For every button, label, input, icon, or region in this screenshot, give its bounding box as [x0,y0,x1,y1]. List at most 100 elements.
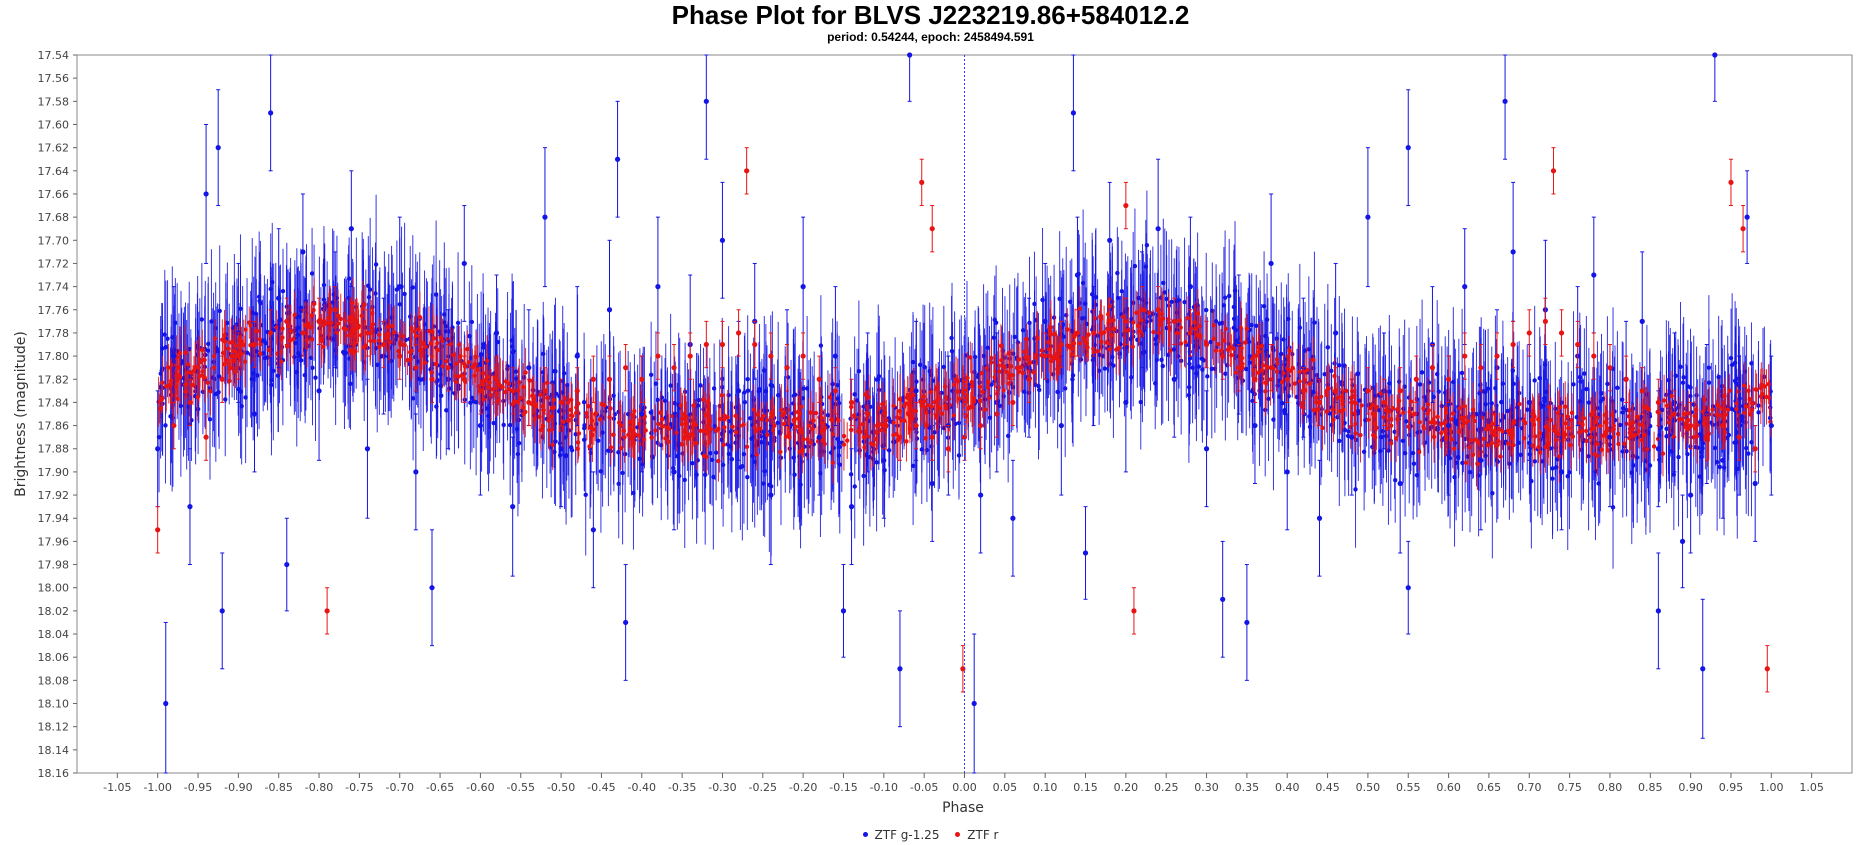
g-cloud-point [745,474,750,480]
g-cloud-point [507,422,513,428]
r-cloud-point [1463,460,1469,465]
r-cloud-point [1601,433,1606,438]
g-cloud-point [696,397,701,403]
g-cloud-point [874,460,879,465]
r-cloud-point [1563,421,1568,426]
g-cloud-point [244,350,250,355]
r-cloud-point [1563,404,1568,409]
g-cloud-point [563,453,569,459]
r-cloud-point [1105,327,1110,332]
g-cloud-point [1233,327,1238,333]
g-cloud-point [443,329,448,334]
r-cloud-point [759,416,764,422]
g-cloud-point [738,465,743,470]
g-cloud-point [676,443,681,448]
r-cloud-point [521,384,526,390]
g-cloud-point [1040,297,1045,303]
r-cloud-point [891,403,896,409]
r-cloud-point [986,395,992,401]
r-cloud-point [1077,341,1083,346]
g-cloud-point [1037,387,1042,393]
r-cloud-point [532,416,538,422]
r-cloud-point [443,358,449,364]
g-cloud-point [1266,396,1271,402]
r-cloud-point [753,428,759,434]
r-cloud-point [806,423,811,428]
r-cloud-point [1664,403,1670,408]
r-cloud-point [1627,408,1632,413]
g-cloud-point [975,374,981,380]
r-cloud-point [813,410,819,416]
r-cloud-point [1727,388,1732,393]
r-cloud-point [940,411,945,416]
r-cloud-point [1714,412,1719,417]
g-cloud-point [179,358,184,364]
g-cloud-point [600,430,605,435]
r-cloud-point [1311,357,1316,363]
g-cloud-point [997,403,1003,409]
r-cloud-point [466,359,472,365]
g-cloud-point [1500,381,1506,386]
g-cloud-point [1249,322,1254,328]
r-cloud-point [841,433,847,439]
g-cloud-point [444,408,449,413]
r-cloud-point [1130,344,1135,349]
r-cloud-point [1710,407,1715,412]
r-cloud-point [326,315,332,321]
g-cloud-point [672,400,677,406]
g-cloud-point [709,457,715,463]
g-cloud-point [468,355,473,361]
r-cloud-point [503,389,508,395]
r-cloud-point [1256,345,1261,350]
r-cloud-point [1553,437,1559,443]
r-cloud-point [360,306,366,311]
r-cloud-point [1570,434,1576,439]
r-cloud-point [211,354,217,359]
g-cloud-point [1209,366,1215,372]
r-cloud-point [1583,428,1589,434]
r-cloud-point [1464,420,1469,425]
r-cloud-point [1616,441,1621,447]
g-cloud-point [798,482,803,487]
g-cloud-point [1213,319,1219,324]
g-cloud-point [1012,334,1017,340]
g-cloud-point [1329,368,1334,374]
r-cloud-point [1225,347,1231,353]
r-cloud-point [190,382,196,388]
g-cloud-point [793,392,798,397]
r-cloud-point [352,327,358,332]
r-cloud-point [485,385,491,390]
g-cloud-point [1342,363,1347,368]
g-cloud-point [1617,422,1623,428]
r-cloud-point [346,333,351,338]
g-cloud-point [1541,431,1546,437]
r-cloud-point [1467,444,1472,450]
r-cloud-point [286,324,291,329]
r-cloud-point [159,396,165,401]
r-cloud-point [733,413,738,419]
r-cloud-point [1595,453,1600,458]
g-cloud-point [373,329,378,335]
g-cloud-point [748,416,753,421]
g-cloud-point [1411,461,1417,466]
g-cloud-point [217,308,222,314]
g-cloud-point [1712,445,1718,451]
g-cloud-point [1700,445,1705,451]
g-cloud-point [729,456,735,462]
r-cloud-point [1622,441,1627,446]
r-cloud-point [778,449,783,455]
r-cloud-point [202,357,207,363]
r-cloud-point [183,350,188,355]
g-cloud-point [582,425,587,431]
r-cloud-point [453,373,458,379]
g-cloud-point [622,451,628,457]
r-cloud-point [1669,393,1674,399]
r-cloud-point [550,442,555,448]
r-cloud-point [1330,407,1335,412]
r-cloud-point [392,330,397,335]
r-cloud-point [503,379,509,384]
r-cloud-point [156,399,161,405]
r-cloud-point [372,338,377,344]
r-cloud-point [1475,461,1480,466]
r-cloud-point [1468,438,1474,443]
